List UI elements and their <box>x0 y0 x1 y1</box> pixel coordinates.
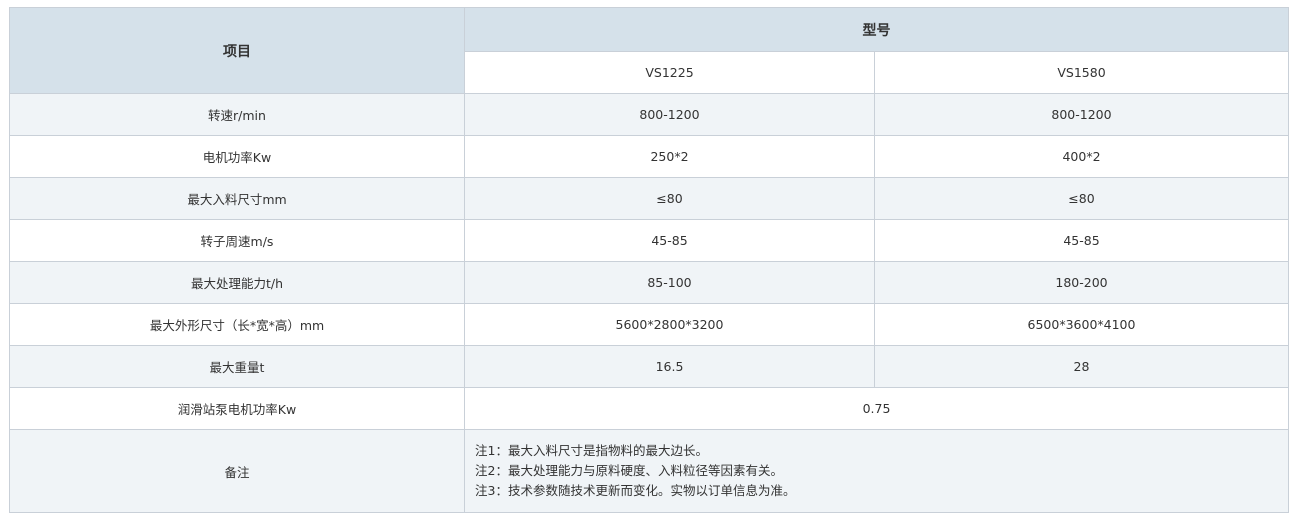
cell: 16.5 <box>464 345 875 388</box>
row-label: 转速r/min <box>9 93 465 136</box>
note-line: 注1：最大入料尺寸是指物料的最大边长。 <box>475 443 708 458</box>
row-label: 转子周速m/s <box>9 219 465 262</box>
cell: ≤80 <box>464 177 875 220</box>
cell: 800-1200 <box>874 93 1289 136</box>
table-row: 最大外形尺寸（长*宽*高）mm 5600*2800*3200 6500*3600*4… <box>9 303 1289 346</box>
header-model-2: VS1580 <box>874 51 1289 94</box>
header-item: 项目 <box>9 7 465 94</box>
cell: 180-200 <box>874 261 1289 304</box>
cell: 800-1200 <box>464 93 875 136</box>
table-row: 转速r/min 800-1200 800-1200 <box>9 93 1289 136</box>
table-row: 润滑站泵电机功率Kw 0.75 <box>9 387 1289 430</box>
cell: 45-85 <box>874 219 1289 262</box>
notes-cell: 注1：最大入料尺寸是指物料的最大边长。 注2：最大处理能力与原料硬度、入料粒径等… <box>464 429 1289 513</box>
spec-table: 项目 型号 VS1225 VS1580 转速r/min 800-1200 800-1… <box>9 7 1289 513</box>
cell: 6500*3600*4100 <box>874 303 1289 346</box>
note-line: 注2：最大处理能力与原料硬度、入料粒径等因素有关。 <box>475 463 783 478</box>
cell: 250*2 <box>464 135 875 178</box>
row-label: 润滑站泵电机功率Kw <box>9 387 465 430</box>
row-label: 最大重量t <box>9 345 465 388</box>
row-label: 电机功率Kw <box>9 135 465 178</box>
cell: ≤80 <box>874 177 1289 220</box>
notes-row: 备注 注1：最大入料尺寸是指物料的最大边长。 注2：最大处理能力与原料硬度、入料… <box>9 429 1289 513</box>
table-row: 最大重量t 16.5 28 <box>9 345 1289 388</box>
row-label: 最大外形尺寸（长*宽*高）mm <box>9 303 465 346</box>
table-row: 最大处理能力t/h 85-100 180-200 <box>9 261 1289 304</box>
cell: 28 <box>874 345 1289 388</box>
table-row: 转子周速m/s 45-85 45-85 <box>9 219 1289 262</box>
cell: 85-100 <box>464 261 875 304</box>
row-label: 备注 <box>9 429 465 513</box>
cell: 0.75 <box>464 387 1289 430</box>
row-label: 最大处理能力t/h <box>9 261 465 304</box>
cell: 5600*2800*3200 <box>464 303 875 346</box>
table-row: 电机功率Kw 250*2 400*2 <box>9 135 1289 178</box>
cell: 45-85 <box>464 219 875 262</box>
cell: 400*2 <box>874 135 1289 178</box>
table-row: 最大入料尺寸mm ≤80 ≤80 <box>9 177 1289 220</box>
header-model: 型号 <box>464 7 1289 52</box>
note-line: 注3：技术参数随技术更新而变化。实物以订单信息为准。 <box>475 483 796 498</box>
row-label: 最大入料尺寸mm <box>9 177 465 220</box>
header-model-1: VS1225 <box>464 51 875 94</box>
